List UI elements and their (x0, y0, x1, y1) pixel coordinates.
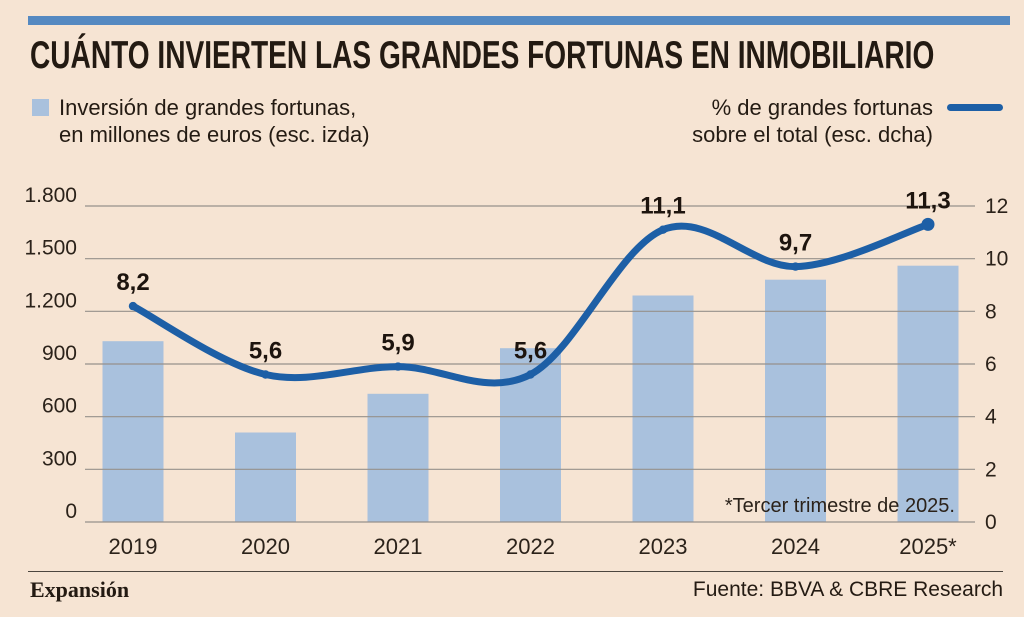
data-point-2022 (526, 370, 535, 379)
bar-legend-swatch-icon (32, 99, 49, 116)
y-axis-right-tick: 10 (985, 248, 1008, 271)
y-axis-left-tick: 1.200 (24, 289, 77, 312)
top-accent-bar (28, 16, 1010, 25)
data-label-2024: 9,7 (779, 230, 812, 257)
data-point-2020 (261, 370, 270, 379)
y-axis-right-tick: 4 (985, 406, 997, 429)
bar-2021 (367, 393, 429, 522)
y-axis-left-tick: 900 (42, 342, 77, 365)
x-axis-label-2021: 2021 (374, 534, 423, 559)
x-axis-label-2025*: 2025* (899, 534, 957, 559)
data-label-2025*: 11,3 (905, 187, 950, 214)
data-point-2024 (791, 262, 800, 271)
x-axis-label-2023: 2023 (639, 534, 688, 559)
bar-2025* (897, 265, 959, 522)
data-label-2021: 5,9 (381, 330, 414, 357)
x-axis-label-2024: 2024 (771, 534, 820, 559)
data-label-2022: 5,6 (514, 338, 547, 365)
legend-line-line2: sobre el total (esc. dcha) (692, 122, 933, 147)
x-axis-label-2022: 2022 (506, 534, 555, 559)
legend-line: % de grandes fortunas sobre el total (es… (692, 94, 1003, 148)
chart-title: CUÁNTO INVIERTEN LAS GRANDES FORTUNAS EN… (30, 34, 935, 77)
source-credit: Fuente: BBVA & CBRE Research (692, 578, 1003, 601)
legend-bars-line1: Inversión de grandes fortunas, (59, 95, 357, 120)
data-label-2023: 11,1 (640, 193, 685, 220)
legend-bars-line2: en millones de euros (esc. izda) (59, 122, 370, 147)
bar-2019 (102, 341, 164, 522)
data-label-2019: 8,2 (116, 269, 149, 296)
data-point-2021 (393, 362, 403, 371)
footnote: *Tercer trimestre de 2025. (725, 495, 955, 517)
y-axis-right-tick: 12 (985, 195, 1008, 218)
data-label-2020: 5,6 (249, 338, 282, 365)
y-axis-left-tick: 0 (65, 500, 77, 523)
y-axis-right-tick: 2 (985, 458, 997, 481)
y-axis-right-tick: 8 (985, 300, 997, 323)
publisher-logo: Expansión (30, 577, 130, 602)
x-axis-label-2019: 2019 (109, 534, 158, 559)
bar-2020 (235, 432, 296, 522)
line-legend-swatch-icon (947, 104, 1003, 111)
y-axis-left-tick: 300 (42, 447, 77, 470)
data-point-2023 (658, 225, 668, 234)
y-axis-left-tick: 1.800 (24, 184, 77, 207)
data-point-2019 (128, 301, 138, 311)
legend-line-line1: % de grandes fortunas (711, 95, 933, 120)
y-axis-left-tick: 600 (42, 395, 77, 418)
data-point-2025* (921, 217, 935, 231)
bar-2024 (765, 279, 826, 522)
bar-2023 (632, 295, 694, 522)
y-axis-right-tick: 6 (985, 353, 997, 376)
x-axis-label-2020: 2020 (241, 534, 290, 559)
legend-bars: Inversión de grandes fortunas, en millon… (32, 94, 370, 148)
y-axis-left-tick: 1.500 (24, 237, 77, 260)
footer-divider (28, 571, 1003, 572)
y-axis-right-tick: 0 (985, 511, 997, 534)
